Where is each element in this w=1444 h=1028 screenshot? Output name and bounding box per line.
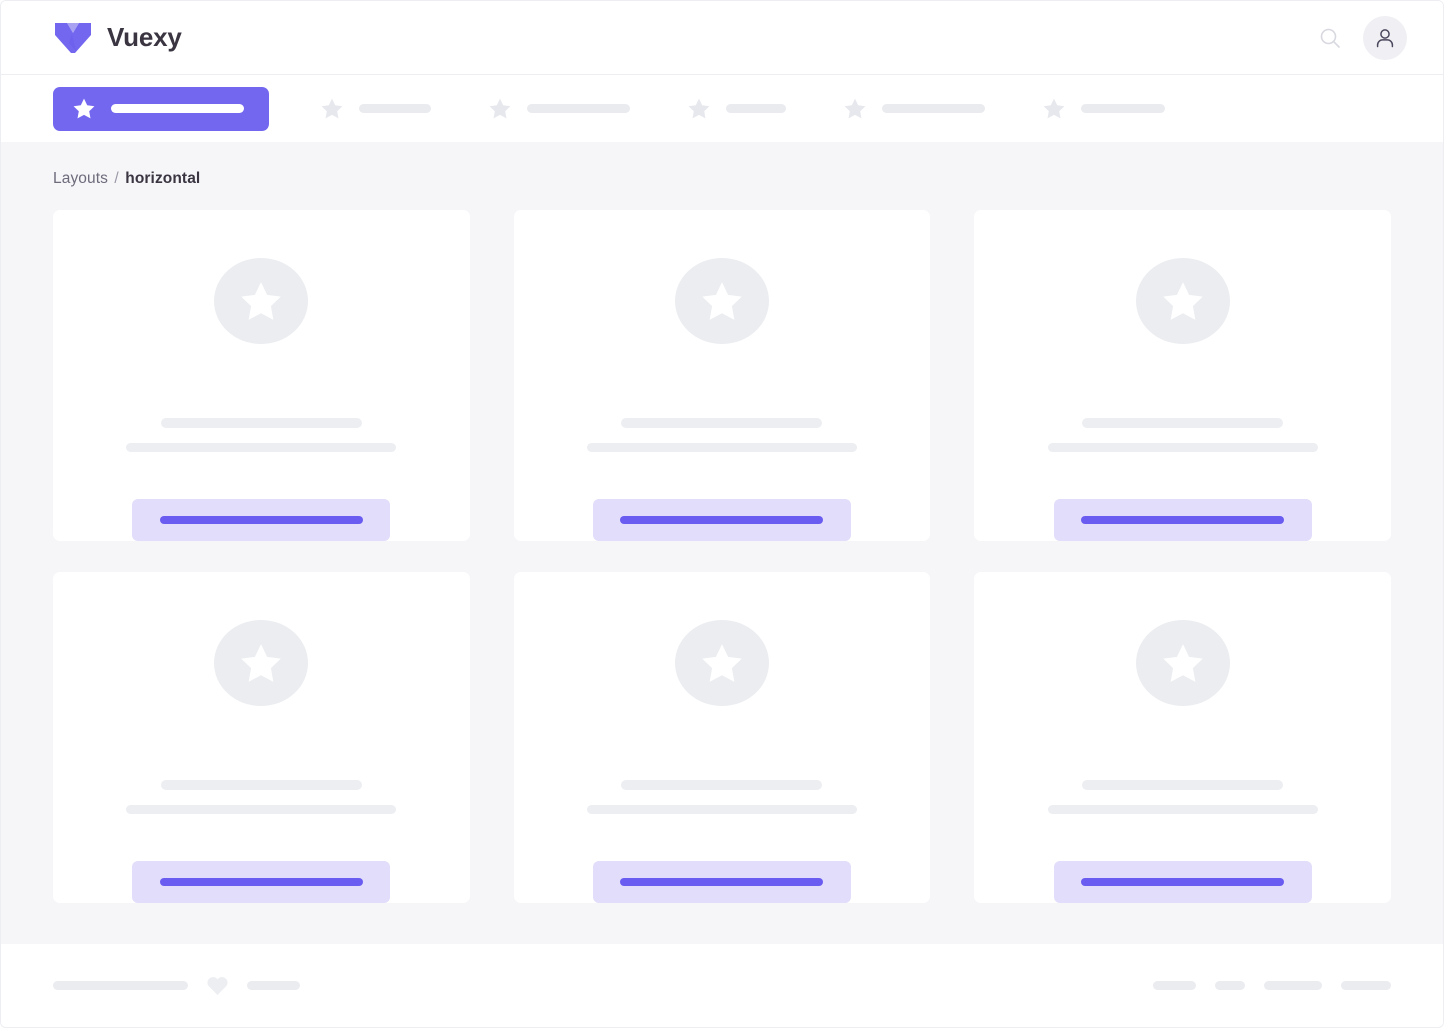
- card-button-label-placeholder: [620, 877, 824, 886]
- star-icon: [1043, 98, 1065, 119]
- breadcrumb-current: horizontal: [125, 170, 201, 187]
- nav-item-3[interactable]: [672, 87, 802, 131]
- content-card: [974, 210, 1391, 541]
- card-subtitle-placeholder: [126, 804, 397, 814]
- card-title-placeholder: [1082, 780, 1284, 790]
- nav-item-0-active[interactable]: [53, 86, 269, 131]
- footer-placeholder-line: [1264, 981, 1322, 990]
- card-avatar: [214, 620, 309, 707]
- card-action-button[interactable]: [132, 860, 391, 903]
- nav-item-label-placeholder: [882, 104, 985, 113]
- heart-icon: [207, 977, 228, 996]
- brand[interactable]: Vuexy: [53, 21, 182, 55]
- nav-item-label-placeholder: [527, 104, 630, 113]
- star-icon: [321, 98, 343, 119]
- card-button-label-placeholder: [1081, 877, 1285, 886]
- footer-placeholder-line: [247, 981, 300, 990]
- vuexy-v-logo-icon: [55, 22, 91, 53]
- star-icon: [73, 98, 95, 119]
- content-card: [513, 572, 931, 903]
- star-icon: [1162, 644, 1203, 683]
- breadcrumb-separator: /: [114, 170, 119, 187]
- user-icon: [1376, 28, 1394, 47]
- card-action-button[interactable]: [1053, 860, 1312, 903]
- content-card: [53, 210, 470, 541]
- content-card: [513, 210, 931, 541]
- card-action-button[interactable]: [592, 498, 851, 541]
- search-icon: [1320, 28, 1340, 48]
- card-subtitle-placeholder: [1047, 442, 1318, 452]
- nav-item-4[interactable]: [828, 87, 1001, 131]
- card-action-button[interactable]: [132, 498, 391, 541]
- footer-right: [1153, 981, 1391, 990]
- footer-left: [53, 975, 300, 996]
- content-card: [53, 572, 470, 903]
- search-button[interactable]: [1317, 25, 1343, 51]
- nav-item-label-placeholder: [726, 104, 786, 113]
- card-avatar: [214, 258, 309, 345]
- app-header: Vuexy: [1, 1, 1443, 75]
- card-title-placeholder: [160, 418, 362, 428]
- card-title-placeholder: [621, 418, 823, 428]
- card-avatar: [674, 620, 769, 707]
- star-icon: [688, 98, 710, 119]
- card-subtitle-placeholder: [1047, 804, 1318, 814]
- nav-item-1[interactable]: [305, 87, 447, 131]
- star-icon: [241, 644, 282, 683]
- brand-name: Vuexy: [107, 22, 182, 52]
- star-icon: [1162, 282, 1203, 321]
- star-icon: [241, 282, 282, 321]
- star-icon: [702, 282, 742, 321]
- app-footer: [1, 944, 1443, 1027]
- card-button-label-placeholder: [159, 877, 363, 886]
- card-button-label-placeholder: [159, 515, 363, 524]
- nav-item-label-placeholder: [111, 104, 244, 113]
- card-subtitle-placeholder: [586, 442, 857, 452]
- nav-item-label-placeholder: [1081, 104, 1165, 113]
- header-actions: [1317, 15, 1407, 60]
- footer-placeholder-line: [53, 981, 188, 990]
- card-button-label-placeholder: [1081, 515, 1285, 524]
- footer-placeholder-line: [1341, 981, 1391, 990]
- card-avatar: [1135, 620, 1230, 707]
- card-title-placeholder: [160, 780, 362, 790]
- star-icon: [844, 98, 866, 119]
- nav-item-2[interactable]: [473, 87, 646, 131]
- card-grid: [53, 210, 1391, 903]
- card-action-button[interactable]: [1053, 498, 1312, 541]
- star-icon: [489, 98, 511, 119]
- horizontal-navbar: [1, 75, 1443, 142]
- card-button-label-placeholder: [620, 515, 824, 524]
- nav-item-label-placeholder: [359, 104, 431, 113]
- card-subtitle-placeholder: [126, 442, 397, 452]
- footer-placeholder-line: [1153, 981, 1196, 990]
- star-icon: [702, 644, 742, 683]
- avatar[interactable]: [1363, 15, 1407, 60]
- card-avatar: [1135, 258, 1230, 345]
- content-card: [974, 572, 1391, 903]
- card-title-placeholder: [621, 780, 823, 790]
- nav-item-5[interactable]: [1027, 87, 1181, 131]
- card-subtitle-placeholder: [586, 804, 857, 814]
- main-content: Layouts / horizontal: [1, 142, 1443, 944]
- breadcrumb: Layouts / horizontal: [53, 170, 1391, 188]
- card-avatar: [674, 258, 769, 345]
- card-title-placeholder: [1082, 418, 1284, 428]
- footer-placeholder-line: [1215, 981, 1245, 990]
- card-action-button[interactable]: [592, 860, 851, 903]
- breadcrumb-root[interactable]: Layouts: [53, 170, 108, 187]
